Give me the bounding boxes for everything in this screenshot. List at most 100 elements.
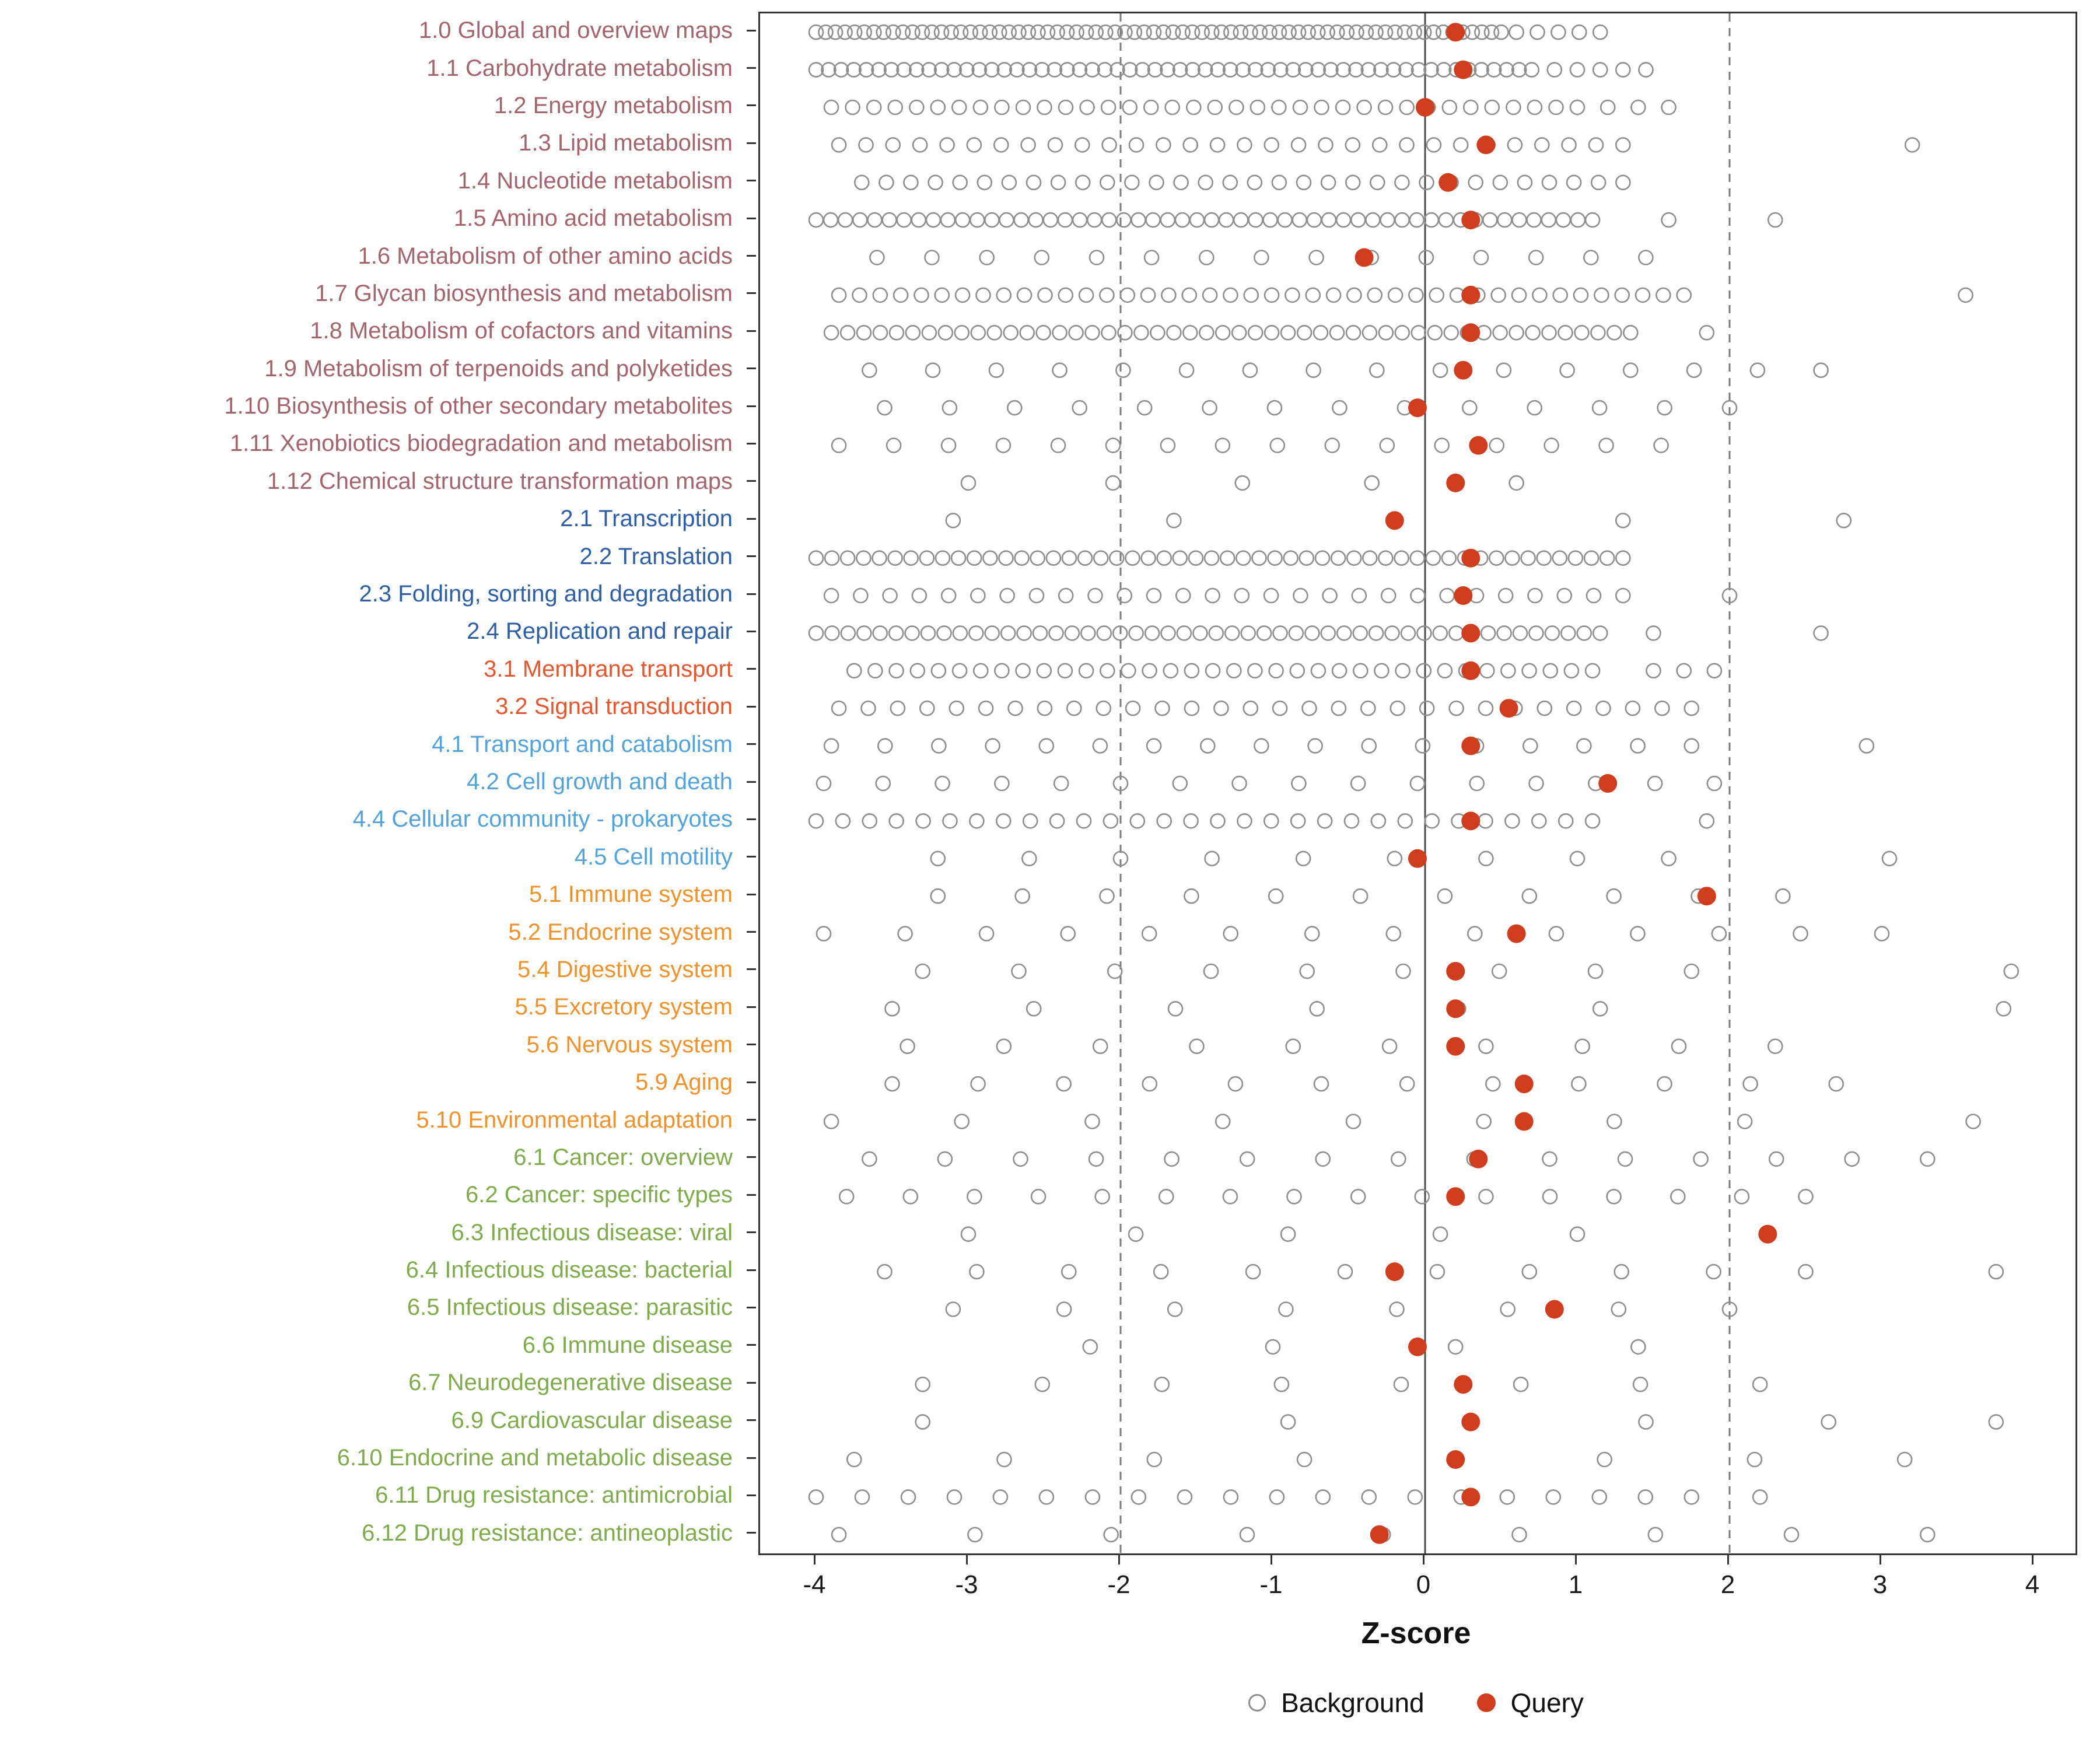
background-dot <box>1496 362 1512 379</box>
background-dot <box>1548 926 1564 942</box>
background-dot <box>1210 62 1226 78</box>
background-dot-icon <box>1248 1694 1266 1712</box>
background-dot <box>1373 62 1389 78</box>
y-axis-label: 6.7 Neurodegenerative disease <box>408 1370 733 1396</box>
background-dot <box>1011 963 1027 979</box>
background-dot <box>1615 174 1631 191</box>
y-axis-label: 6.5 Infectious disease: parasitic <box>407 1294 733 1321</box>
background-dot <box>1166 324 1182 341</box>
background-dot <box>1555 212 1572 228</box>
background-dot <box>984 625 1000 641</box>
background-dot <box>1223 926 1239 942</box>
background-dot <box>1088 24 1104 40</box>
background-dot <box>852 212 868 228</box>
background-dot <box>1384 625 1400 641</box>
background-dot <box>839 550 856 566</box>
background-dot <box>950 550 967 566</box>
background-dot <box>1264 324 1280 341</box>
background-dot <box>1296 1451 1312 1468</box>
background-dot <box>1399 99 1415 116</box>
background-dot <box>1552 287 1568 303</box>
background-dot <box>1426 137 1442 153</box>
y-tick-mark <box>747 593 756 595</box>
background-dot <box>972 99 989 116</box>
background-dot <box>875 775 891 792</box>
y-axis-label: 4.5 Cell motility <box>574 844 733 870</box>
background-dot <box>869 250 885 265</box>
background-dot <box>914 24 930 40</box>
y-tick-mark <box>747 255 756 257</box>
background-dot <box>1224 625 1240 641</box>
background-dot <box>1335 99 1351 116</box>
background-dot <box>1174 212 1191 228</box>
background-dot <box>837 24 853 40</box>
background-dot <box>1271 174 1287 191</box>
background-dot <box>1432 1226 1448 1242</box>
background-dot <box>1016 625 1032 641</box>
background-dot <box>1102 813 1119 829</box>
background-dot <box>1329 324 1345 341</box>
background-dot <box>1647 1527 1664 1543</box>
background-dot <box>1209 137 1226 153</box>
background-dot <box>1661 850 1676 867</box>
background-dot <box>862 1151 877 1167</box>
background-dot <box>1469 775 1485 792</box>
background-dot <box>1496 625 1512 641</box>
background-dot <box>1314 99 1329 116</box>
background-dot <box>1511 1527 1527 1543</box>
background-dot <box>1493 24 1509 40</box>
background-dot <box>1156 24 1171 40</box>
legend-label-query: Query <box>1510 1688 1584 1718</box>
background-dot <box>1298 550 1315 566</box>
background-dot <box>808 550 824 566</box>
background-dot <box>920 625 936 641</box>
background-dot <box>1265 1339 1281 1355</box>
y-tick-mark <box>747 1494 756 1496</box>
background-dot <box>1657 400 1672 416</box>
background-dot <box>1387 24 1403 40</box>
background-dot <box>1173 174 1189 191</box>
background-dot <box>935 775 950 792</box>
background-dot <box>1239 1151 1255 1167</box>
background-dot <box>1235 62 1251 78</box>
background-dot <box>993 137 1009 153</box>
query-dot <box>1476 135 1496 155</box>
background-dot <box>1146 738 1162 754</box>
background-dot <box>1112 625 1128 641</box>
background-dot <box>1699 324 1715 341</box>
background-dot <box>856 24 872 40</box>
background-dot <box>928 174 943 191</box>
background-dot <box>1592 1001 1608 1017</box>
background-dot <box>1656 287 1671 303</box>
background-dot <box>1398 62 1414 78</box>
background-dot <box>1231 324 1247 341</box>
background-dot <box>840 625 856 641</box>
background-dot <box>1116 587 1133 604</box>
background-dot <box>978 700 994 716</box>
background-dot <box>1078 24 1094 40</box>
background-dot <box>1524 62 1539 78</box>
background-dot <box>1247 174 1263 191</box>
background-dot <box>1003 324 1019 341</box>
background-dot <box>1632 1376 1648 1392</box>
background-dot <box>982 24 998 40</box>
background-dot <box>1222 174 1238 191</box>
background-dot <box>1272 62 1289 78</box>
background-dot <box>1011 24 1027 40</box>
background-dot <box>1478 1038 1494 1054</box>
background-dot <box>1188 550 1204 566</box>
background-dot <box>1746 1451 1763 1468</box>
background-dot <box>1566 700 1582 716</box>
background-dot <box>1606 888 1622 904</box>
background-dot <box>908 62 925 78</box>
background-dot <box>1078 663 1094 679</box>
background-dot <box>839 324 856 341</box>
background-dot <box>1267 550 1283 566</box>
background-dot <box>1097 24 1114 40</box>
background-dot <box>1511 62 1527 78</box>
background-dot <box>1271 99 1287 116</box>
background-dot <box>1592 625 1608 641</box>
background-dot <box>1521 1264 1538 1280</box>
background-dot <box>881 212 897 228</box>
background-dot <box>827 24 844 40</box>
